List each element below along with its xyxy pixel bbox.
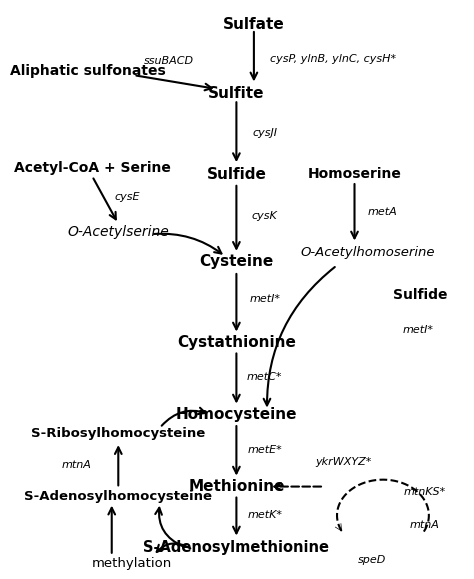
Text: Homoserine: Homoserine: [308, 167, 401, 181]
Text: Aliphatic sulfonates: Aliphatic sulfonates: [10, 64, 165, 78]
Text: ssuBACD: ssuBACD: [144, 56, 194, 67]
Text: cysE: cysE: [114, 192, 140, 202]
Text: speD: speD: [358, 555, 386, 565]
Text: metC*: metC*: [247, 372, 283, 382]
Text: Cysteine: Cysteine: [199, 254, 273, 269]
Text: S-Ribosylhomocysteine: S-Ribosylhomocysteine: [31, 427, 205, 440]
Text: Sulfide: Sulfide: [207, 167, 266, 182]
Text: mtnKS*: mtnKS*: [403, 488, 446, 497]
Text: O-Acetylhomoserine: O-Acetylhomoserine: [301, 245, 435, 259]
Text: Sulfite: Sulfite: [208, 86, 264, 101]
Text: methylation: methylation: [91, 556, 172, 570]
Text: S-Adenosylhomocysteine: S-Adenosylhomocysteine: [24, 490, 212, 503]
Text: metI*: metI*: [249, 294, 280, 305]
Text: Homocysteine: Homocysteine: [176, 407, 297, 422]
Text: Sulfate: Sulfate: [223, 17, 285, 32]
Text: metE*: metE*: [247, 445, 282, 455]
Text: cysJI: cysJI: [252, 128, 277, 138]
Text: metA: metA: [368, 207, 398, 217]
Text: Methionine: Methionine: [188, 479, 285, 494]
Text: metI*: metI*: [402, 325, 433, 335]
Text: mtnA: mtnA: [410, 519, 439, 530]
Text: metK*: metK*: [247, 510, 283, 521]
Text: Acetyl-CoA + Serine: Acetyl-CoA + Serine: [14, 162, 171, 175]
Text: ykrWXYZ*: ykrWXYZ*: [315, 457, 372, 467]
Text: Sulfide: Sulfide: [393, 288, 447, 302]
Text: Cystathionine: Cystathionine: [177, 335, 296, 350]
Text: cysP, ylnB, ylnC, cysH*: cysP, ylnB, ylnC, cysH*: [270, 54, 396, 64]
Text: mtnA: mtnA: [62, 460, 91, 470]
Text: S-Adenosylmethionine: S-Adenosylmethionine: [144, 540, 329, 555]
Text: O-Acetylserine: O-Acetylserine: [67, 225, 169, 239]
Text: cysK: cysK: [252, 211, 278, 221]
